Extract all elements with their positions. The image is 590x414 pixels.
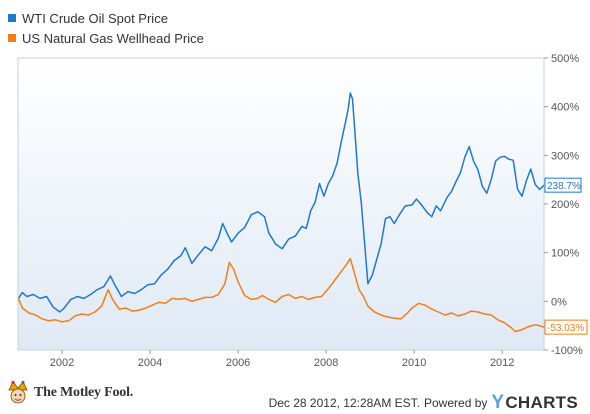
legend-item-wti: WTI Crude Oil Spot Price [8, 8, 204, 28]
logo-text: The Motley Fool. [34, 385, 134, 400]
x-tick-label: 2004 [138, 357, 162, 369]
line-chart: 500% 400% 300% 200% 100% 0% -100% 2002 2004 2006 2… [17, 53, 588, 369]
plot-area [17, 57, 545, 351]
attribution: Dec 28 2012, 12:28AM EST. Powered by Y C… [269, 392, 578, 414]
series-line-wti [18, 92, 544, 313]
ycharts-logo[interactable]: Y CHARTS [491, 392, 578, 414]
x-tick-label: 2006 [226, 357, 250, 369]
powered-by-label: Powered by [424, 396, 488, 410]
end-label-box-natural-gas [544, 319, 588, 335]
y-tick-label: 200% [551, 199, 579, 211]
y-tick-label: 400% [551, 102, 579, 114]
motley-fool-logo[interactable]: The Motley Fool. [6, 380, 133, 406]
legend-swatch-natural-gas [8, 34, 16, 42]
x-tick-label: 2008 [314, 357, 338, 369]
y-tick-label: 300% [551, 150, 579, 162]
ycharts-wordmark: CHARTS [505, 393, 578, 412]
y-tick-label: -100% [551, 345, 583, 357]
legend-label-wti: WTI Crude Oil Spot Price [22, 10, 168, 26]
y-tick-label: 500% [551, 53, 579, 65]
timestamp: Dec 28 2012, 12:28AM EST. [268, 396, 420, 410]
legend-swatch-wti [8, 14, 16, 22]
legend-item-natural-gas: US Natural Gas Wellhead Price [8, 28, 204, 48]
x-tick-label: 2002 [50, 357, 74, 369]
jester-icon [8, 380, 28, 404]
x-tick-label: 2010 [402, 357, 426, 369]
ycharts-y-mark: Y [491, 392, 505, 413]
legend: WTI Crude Oil Spot Price US Natural Gas … [8, 8, 204, 48]
x-tick-label: 2012 [490, 357, 514, 369]
footer: The Motley Fool. Dec 28 2012, 12:28AM ES… [0, 376, 590, 413]
end-label-wti: 238.7% [547, 181, 581, 192]
legend-label-natural-gas: US Natural Gas Wellhead Price [22, 30, 204, 46]
end-label-box-wti [544, 177, 582, 193]
series-line-natural-gas [18, 257, 544, 333]
y-tick-label: 100% [551, 248, 579, 260]
end-label-natural-gas: -53.03% [547, 323, 584, 334]
y-tick-label: 0% [551, 296, 567, 308]
